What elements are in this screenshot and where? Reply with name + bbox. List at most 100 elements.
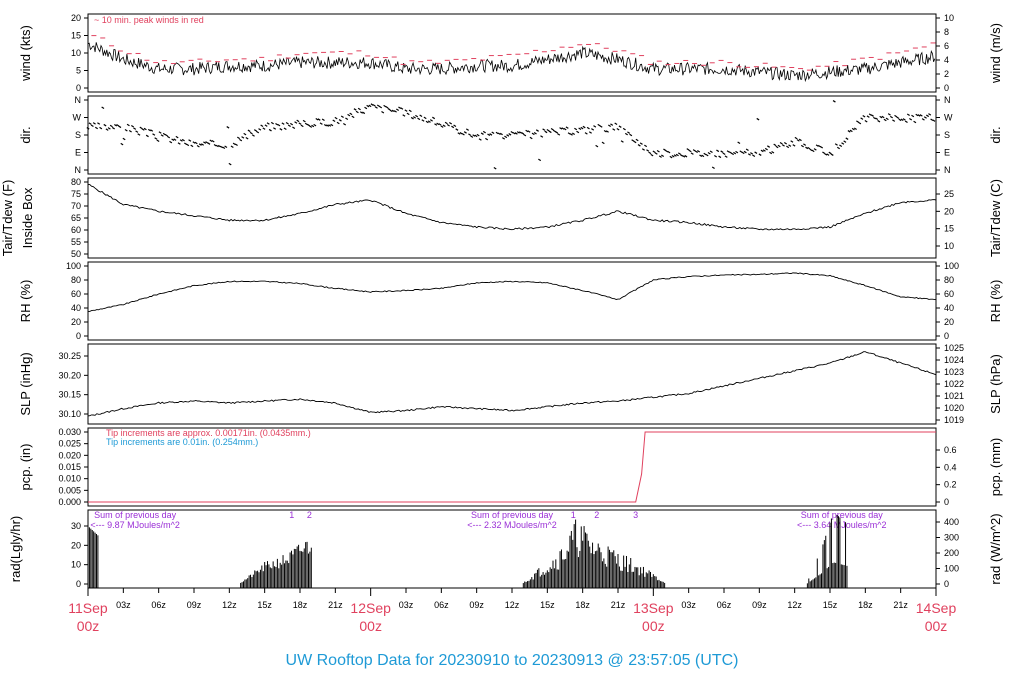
dir-point: [186, 143, 190, 147]
dir-point: [207, 142, 211, 145]
panel-frame: [87, 177, 937, 259]
dir-point: [535, 129, 539, 132]
x-hour-label: 03z: [399, 600, 414, 610]
dir-point: [533, 132, 537, 135]
dir-point: [781, 144, 785, 147]
dir-point: [701, 154, 705, 158]
dir-point: [245, 136, 249, 140]
dir-point: [423, 116, 427, 120]
dir-point: [648, 151, 652, 155]
dir-point: [779, 141, 783, 145]
dir-point: [230, 145, 234, 149]
dir-point: [635, 138, 639, 142]
dir-point: [330, 123, 334, 127]
rh-left-tick: 60: [71, 289, 81, 299]
dir-point: [470, 135, 474, 138]
dir-point: [847, 130, 851, 133]
dir-point: [482, 130, 486, 134]
dir-point: [703, 152, 707, 156]
dir-right-tick: S: [944, 130, 950, 140]
dir-point: [323, 123, 327, 127]
x-hour-label: 06z: [434, 600, 449, 610]
dir-point: [97, 122, 101, 125]
dir-point: [853, 127, 857, 130]
wind-left-tick: 10: [71, 48, 81, 58]
dir-left-tick: E: [75, 148, 81, 158]
dir-point: [368, 104, 372, 108]
dir-point: [669, 155, 673, 159]
temp-left-tick: 50: [71, 249, 81, 259]
dir-left-label: dir.: [18, 126, 33, 143]
rad-marker: 1: [289, 510, 294, 520]
dir-point: [167, 135, 171, 139]
dir-point: [421, 119, 425, 122]
dir-point: [387, 107, 391, 111]
dir-point: [92, 122, 96, 125]
dir-point: [557, 133, 561, 136]
slp-right-tick: 1025: [944, 343, 964, 353]
dir-point: [126, 123, 130, 127]
dir-point: [345, 117, 349, 121]
dir-point: [866, 115, 870, 118]
rad-marker: 1: [571, 510, 576, 520]
dir-point: [415, 114, 419, 118]
slp-left-tick: 30.15: [58, 390, 81, 400]
dir-point: [94, 126, 98, 130]
dir-point: [480, 132, 484, 135]
dir-point: [334, 116, 338, 120]
dir-point: [745, 148, 749, 152]
dir-point: [455, 128, 459, 131]
dir-point: [472, 134, 476, 137]
dir-point: [139, 126, 143, 130]
dir-point: [90, 124, 94, 128]
panel-slp: SLP (inHg) SLP (hPa) 30.10 30.15 30.20 30.25 1…: [18, 343, 1003, 425]
dir-point: [306, 123, 310, 127]
dir-point: [311, 124, 315, 128]
dir-point: [677, 152, 681, 155]
dir-point: [237, 136, 241, 140]
rh-left-tick: 100: [66, 261, 81, 271]
dir-point: [820, 145, 824, 149]
dir-point: [811, 149, 815, 153]
dir-point: [531, 132, 535, 136]
rad-right-label: rad (W/m^2): [988, 513, 1003, 584]
dir-point: [686, 148, 690, 151]
dir-point: [313, 123, 317, 127]
dir-point: [506, 134, 510, 137]
dir-right-tick: N: [944, 165, 951, 175]
dir-point: [359, 111, 363, 114]
rad-day-note-value: <--- 2.32 MJoules/m^2: [467, 520, 557, 530]
dir-point: [393, 110, 397, 113]
x-hour-label: 12z: [787, 600, 802, 610]
dir-point: [760, 149, 764, 153]
dir-point: [798, 138, 802, 142]
dir-point: [385, 106, 389, 109]
slp-left-label: SLP (inHg): [18, 352, 33, 415]
dir-point: [629, 133, 633, 137]
rad-day-note-value: <--- 3.64 MJoules/m^2: [797, 520, 887, 530]
dir-point: [147, 128, 151, 132]
pcp-right-tick: 0: [944, 497, 949, 507]
dir-point: [107, 127, 111, 130]
dir-point: [836, 146, 840, 150]
x-hour-label: 12z: [505, 600, 520, 610]
dir-point: [128, 129, 132, 133]
dir-point: [894, 114, 898, 118]
dir-point: [290, 122, 294, 126]
dir-point: [620, 140, 624, 143]
dir-point: [550, 127, 554, 131]
dir-point: [251, 134, 255, 137]
dir-point: [902, 118, 906, 121]
rad-left-label: rad(Lgly/hr): [8, 516, 23, 582]
slp-left-tick: 30.25: [58, 351, 81, 361]
dir-point: [673, 154, 677, 157]
rh-left-label: RH (%): [18, 280, 33, 323]
dir-point: [343, 122, 347, 126]
dir-point: [860, 117, 864, 120]
dir-point: [412, 116, 416, 119]
dir-point: [160, 134, 164, 137]
x-hour-label: 18z: [575, 600, 590, 610]
dir-point: [593, 125, 597, 128]
slp-series-line: [87, 351, 937, 417]
dir-point: [544, 130, 548, 134]
